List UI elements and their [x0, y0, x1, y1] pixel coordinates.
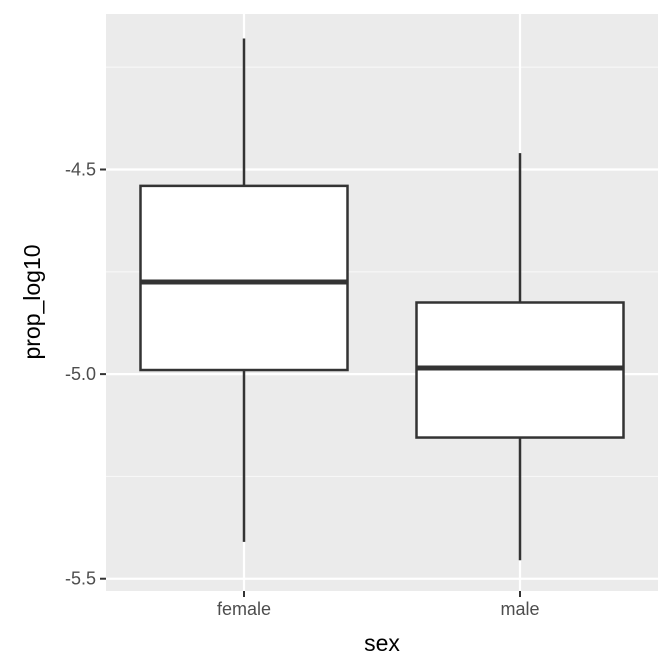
box-male	[415, 153, 625, 561]
x-tick-label-male: male	[500, 599, 539, 619]
x-tick-label-female: female	[217, 599, 271, 619]
box-female	[139, 38, 349, 542]
boxes-layer	[139, 38, 625, 561]
y-axis: -5.5 -5.0 -4.5	[65, 160, 106, 589]
y-axis-title: prop_log10	[19, 244, 45, 359]
y-tick-label: -5.0	[65, 364, 96, 384]
x-axis: female male	[217, 591, 540, 619]
y-tick-label: -5.5	[65, 569, 96, 589]
y-tick-label: -4.5	[65, 160, 96, 180]
iqr-box	[139, 184, 349, 372]
x-axis-title: sex	[364, 630, 400, 656]
